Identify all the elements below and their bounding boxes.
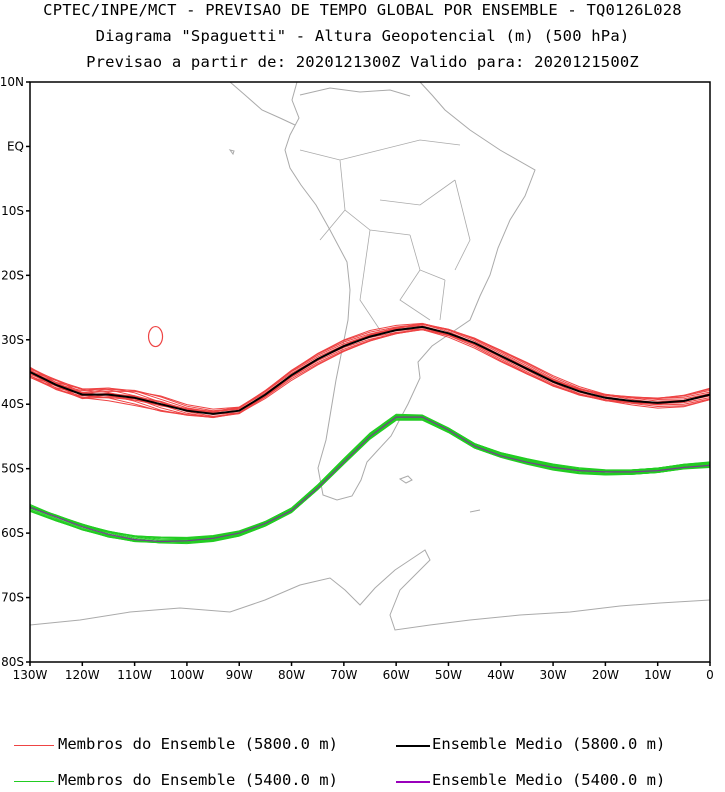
member-5400-line — [29, 418, 711, 543]
lat-label: 30S — [1, 333, 24, 347]
lat-label: 40S — [1, 397, 24, 411]
member-5800-line — [29, 328, 711, 418]
lat-label: 80S — [1, 655, 24, 669]
lon-label: 60W — [383, 668, 410, 682]
legend-members-5800-label: Membros do Ensemble (5800.0 m) — [58, 735, 338, 753]
member-5800-line — [29, 328, 711, 416]
lat-label: 60S — [1, 526, 24, 540]
south-georgia — [469, 509, 481, 513]
galapagos — [228, 149, 235, 156]
title-line-1: CPTEC/INPE/MCT - PREVISAO DE TEMPO GLOBA… — [43, 1, 682, 19]
lon-label: 0 — [706, 668, 714, 682]
lon-label: 120W — [65, 668, 100, 682]
latitude-axis: 10N EQ 10S 20S 30S 40S 50S 60S 70S 80S — [0, 75, 30, 669]
south-america-coast — [284, 81, 536, 501]
member-5800-line — [29, 328, 711, 418]
coastline-layer — [29, 81, 711, 631]
lon-label: 70W — [330, 668, 357, 682]
central-america-coast — [229, 81, 296, 126]
lat-label: 10N — [0, 75, 24, 89]
legend-mean-5800-label: Ensemble Medio (5800.0 m) — [432, 735, 666, 753]
legend-members-5400-line — [14, 781, 54, 782]
lat-label: EQ — [7, 139, 24, 153]
longitude-axis: 130W 120W 110W 100W 90W 80W 70W 60W 50W 40W 30W 20W… — [13, 662, 714, 682]
legend-members-5800-line — [14, 745, 54, 746]
legend-members-5400-label: Membros do Ensemble (5400.0 m) — [58, 771, 338, 789]
antarctica-coast — [29, 549, 711, 631]
member-5800-line — [29, 329, 711, 418]
lon-label: 40W — [487, 668, 514, 682]
mean-5800-line — [29, 325, 711, 415]
lon-label: 100W — [170, 668, 205, 682]
title-line-3: Previsao a partir de: 2020121300Z Valido… — [86, 53, 639, 71]
lat-label: 50S — [1, 462, 24, 476]
member-5400-line — [29, 414, 711, 539]
member-5800-line — [29, 329, 711, 418]
map-frame — [29, 81, 711, 663]
member-5400-line — [29, 415, 711, 540]
title-line-2: Diagrama "Spaguetti" - Altura Geopotenci… — [95, 27, 630, 45]
country-borders — [299, 139, 471, 331]
member-5400-line — [29, 419, 711, 545]
member-5400-line — [29, 413, 711, 538]
member-5800-line — [29, 328, 711, 419]
lon-label: 20W — [592, 668, 619, 682]
lon-label: 10W — [644, 668, 671, 682]
legend-mean-5400-line — [396, 781, 430, 783]
legend-mean-5400-label: Ensemble Medio (5400.0 m) — [432, 771, 666, 789]
lon-label: 50W — [435, 668, 462, 682]
lon-label: 30W — [540, 668, 567, 682]
lon-label: 110W — [117, 668, 152, 682]
lat-label: 10S — [1, 204, 24, 218]
lon-label: 130W — [13, 668, 48, 682]
legend-mean-5800-line — [396, 745, 430, 747]
contour-layer — [29, 322, 711, 545]
lat-label: 20S — [1, 268, 24, 282]
lon-label: 80W — [278, 668, 305, 682]
falkland-islands — [398, 475, 413, 484]
mean-5400-line — [29, 416, 711, 543]
lat-label: 70S — [1, 591, 24, 605]
caribbean-coast — [299, 87, 411, 97]
member-5400-line — [29, 419, 711, 544]
lon-label: 90W — [226, 668, 253, 682]
isolated-contour — [147, 325, 164, 348]
